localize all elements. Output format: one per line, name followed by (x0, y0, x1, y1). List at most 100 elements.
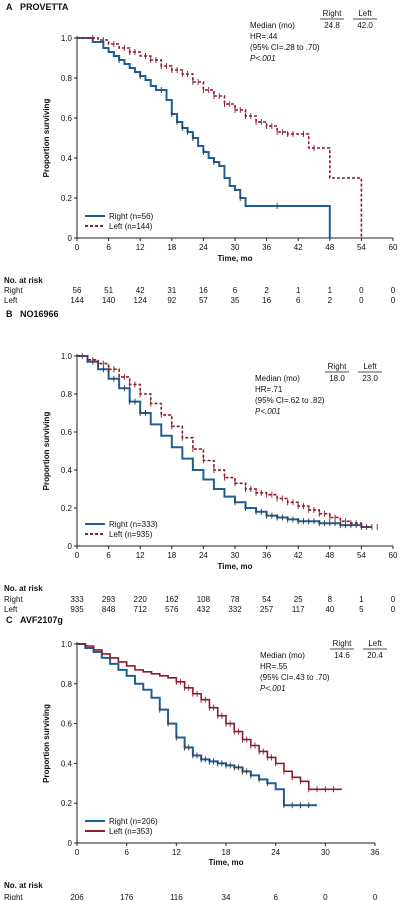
risk-value-left: 35 (231, 296, 240, 305)
risk-header: No. at risk (4, 584, 43, 593)
x-tick-label: 6 (124, 848, 129, 857)
stats-col-right: Right (328, 362, 347, 371)
risk-value-right: 108 (197, 595, 211, 604)
panel-no16966: B NO16966 0 0.2 0.4 0.6 0.8 1.0 0 6 12 18 24 30 36 42 48… (0, 300, 402, 614)
risk-value-left: 332 (228, 605, 242, 614)
legend-label: Right (n=56) (109, 212, 154, 221)
risk-value-right: 51 (104, 286, 113, 295)
stats-median-label: Median (mo) (260, 651, 305, 660)
y-tick-label: 1.0 (61, 352, 73, 361)
risk-value-right: 16 (199, 286, 208, 295)
risk-value-left: 57 (199, 296, 208, 305)
risk-value-left: 144 (70, 296, 84, 305)
risk-value-right: 25 (294, 595, 303, 604)
legend-label: Left (n=935) (109, 530, 153, 539)
stats-median-label: Median (mo) (255, 374, 300, 383)
risk-value-left: 124 (134, 296, 148, 305)
stats-hr: HR=.44 (250, 32, 278, 41)
risk-value-left: 848 (102, 605, 116, 614)
y-tick-label: 0.6 (61, 720, 73, 729)
x-tick-label: 6 (106, 551, 111, 560)
stats-ci: (95% CI=.43 to .70) (260, 673, 330, 682)
risk-value-left: 576 (165, 605, 179, 614)
y-axis-label: Proportion surviving (42, 412, 51, 491)
panel-avf2107g: C AVF2107g 0 0.2 0.4 0.6 0.8 1.0 0 6 12 18 24 30 36 Tim… (0, 610, 402, 900)
risk-value-right: 1 (328, 286, 333, 295)
risk-row-label-left: Left (4, 296, 18, 305)
risk-value-right: 0 (359, 286, 364, 295)
x-tick-label: 30 (231, 551, 240, 560)
x-tick-label: 48 (325, 551, 334, 560)
x-tick-label: 18 (167, 243, 176, 252)
x-tick-label: 18 (222, 848, 231, 857)
risk-value-right: 42 (136, 286, 145, 295)
stats-p: P<.001 (255, 407, 281, 416)
y-tick-label: 0.6 (61, 428, 73, 437)
chart-title: PROVETTA (20, 2, 69, 12)
x-tick-label: 6 (106, 243, 111, 252)
risk-value-right: 0 (323, 893, 328, 900)
panel-provetta: A PROVETTA 0 0.2 0.4 0.6 0.8 1.0 0 6 12 18 24 30 36 42 4… (0, 0, 402, 305)
risk-value-right: 1 (296, 286, 301, 295)
x-tick-label: 12 (172, 848, 181, 857)
risk-value-right: 56 (73, 286, 82, 295)
risk-value-right: 0 (391, 595, 396, 604)
x-axis-label: Time, mo (209, 858, 244, 867)
x-tick-label: 60 (389, 551, 398, 560)
risk-value-left: 40 (325, 605, 334, 614)
risk-value-left: 6 (296, 296, 301, 305)
x-tick-label: 12 (136, 551, 145, 560)
stats-col-right: Right (323, 9, 342, 18)
risk-value-right: 6 (273, 893, 278, 900)
x-tick-label: 12 (136, 243, 145, 252)
x-tick-label: 30 (231, 243, 240, 252)
y-tick-label: 0 (68, 839, 73, 848)
x-tick-label: 24 (271, 848, 280, 857)
y-tick-label: 0.8 (61, 680, 73, 689)
x-axis-label: Time, mo (218, 254, 253, 263)
stats-median-left: 42.0 (357, 21, 373, 30)
y-tick-label: 0.4 (61, 759, 73, 768)
stats-median-right: 24.8 (324, 21, 340, 30)
risk-header: No. at risk (4, 276, 43, 285)
risk-value-right: 1 (359, 595, 364, 604)
x-tick-label: 60 (389, 243, 398, 252)
risk-value-right: 2 (264, 286, 269, 295)
x-tick-label: 0 (75, 551, 80, 560)
stats-median-label: Median (mo) (250, 21, 295, 30)
risk-value-right: 0 (391, 286, 396, 295)
y-tick-label: 0.2 (61, 194, 73, 203)
panel-letter: A (6, 2, 13, 12)
stats-col-left: Left (358, 9, 372, 18)
x-tick-label: 24 (199, 551, 208, 560)
risk-value-right: 293 (102, 595, 116, 604)
y-axis-label: Proportion surviving (42, 704, 51, 783)
km-curve-left (77, 643, 342, 791)
x-tick-label: 30 (321, 848, 330, 857)
risk-value-left: 0 (391, 296, 396, 305)
risk-value-left: 935 (70, 605, 84, 614)
chart-title: AVF2107g (20, 615, 63, 625)
stats-median-left: 20.4 (367, 651, 383, 660)
legend-label: Right (n=333) (109, 520, 158, 529)
chart-title: NO16966 (20, 309, 59, 319)
y-tick-label: 0.2 (61, 799, 73, 808)
legend-label: Right (n=206) (109, 817, 158, 826)
y-axis-label: Proportion surviving (42, 99, 51, 178)
panel-letter: C (6, 615, 13, 625)
risk-value-right: 162 (165, 595, 179, 604)
x-tick-label: 0 (75, 243, 80, 252)
y-tick-label: 0.2 (61, 504, 73, 513)
risk-value-left: 117 (292, 605, 305, 614)
x-tick-label: 36 (371, 848, 380, 857)
stats-ci: (95% CI=.62 to .82) (255, 396, 325, 405)
km-curve-left (77, 37, 363, 238)
risk-value-right: 34 (222, 893, 231, 900)
y-tick-label: 1.0 (61, 34, 73, 43)
risk-value-right: 54 (262, 595, 271, 604)
stats-median-right: 18.0 (329, 374, 345, 383)
risk-value-left: 0 (391, 605, 396, 614)
risk-row-label-right: Right (4, 893, 23, 900)
x-tick-label: 54 (357, 551, 366, 560)
